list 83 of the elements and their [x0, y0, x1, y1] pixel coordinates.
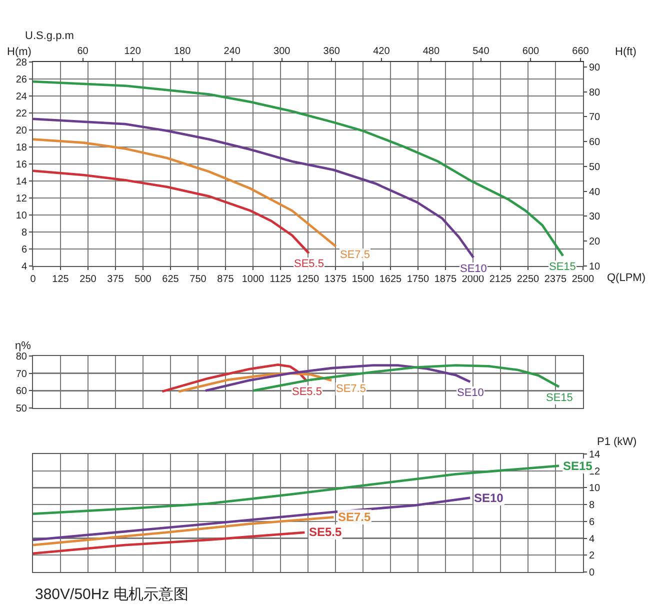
- x2-tick-label: 480: [422, 46, 440, 57]
- x-tick-label: 1125: [270, 274, 292, 285]
- y-tick-label: 0: [589, 568, 595, 578]
- x-tick-label: 1750: [406, 274, 430, 285]
- x2-tick-label: 120: [124, 46, 142, 57]
- x-tick-label: 2500: [572, 274, 595, 285]
- y-tick-label: 6: [589, 516, 595, 528]
- x-tick-label: 0: [30, 274, 36, 285]
- line-series: [33, 531, 306, 555]
- line-series: [33, 138, 338, 248]
- x-axis-title: Q(LPM): [607, 272, 646, 284]
- x-tick-label: 1000: [242, 274, 265, 285]
- y-tick-label: 12: [16, 194, 28, 204]
- text: 380V/50Hz 电机示意图: [35, 586, 188, 603]
- y2-tick-label: 30: [589, 212, 601, 223]
- series-label: SE10: [474, 491, 504, 505]
- y-tick-label: 18: [16, 142, 28, 154]
- x-tick-label: 2375: [544, 274, 568, 285]
- y-axis-title: H(m): [7, 46, 32, 58]
- x-tick-label: 1500: [352, 274, 375, 285]
- x2-axis-title: U.S.g.p.m: [25, 30, 74, 42]
- x-tick-label: 2125: [489, 274, 512, 285]
- y-tick-label: 20: [16, 126, 28, 136]
- x-tick-label: 1375: [324, 274, 348, 285]
- y-tick-label: 8: [589, 500, 595, 512]
- x-tick-label: 2000: [462, 274, 485, 285]
- y-tick-label: 14: [589, 450, 601, 460]
- x2-tick-label: 660: [572, 46, 590, 57]
- series-label: SE7.5: [336, 383, 366, 395]
- series-label: SE7.5: [340, 249, 370, 261]
- line-series: [33, 170, 310, 254]
- y-tick-label: 60: [16, 386, 28, 398]
- line-series: [33, 118, 475, 259]
- series-label: SE10: [460, 263, 487, 275]
- x2-tick-label: 60: [77, 46, 89, 57]
- series-label: SE15: [546, 392, 573, 404]
- x-tick-label: 2250: [516, 274, 540, 285]
- line-series: [33, 80, 564, 257]
- y-tick-label: 2: [589, 550, 595, 562]
- series-label: SE5.5: [292, 386, 322, 398]
- x-tick-label: 1250: [296, 274, 320, 285]
- y-tick-label: 10: [589, 483, 601, 494]
- y-tick-label: 14: [16, 176, 28, 188]
- y-tick-label: 8: [21, 228, 28, 238]
- x-tick-label: 750: [190, 274, 207, 285]
- y2-axis-title: H(ft): [615, 46, 636, 58]
- x-tick-label: 125: [52, 274, 70, 285]
- y-tick-label: 6: [21, 244, 28, 256]
- line-series: [33, 496, 472, 542]
- x-tick-label: 875: [217, 274, 234, 285]
- x-tick-label: 1625: [379, 274, 402, 285]
- y-tick-label: 22: [16, 108, 28, 120]
- y2-tick-label: 40: [589, 186, 601, 198]
- y-tick-label: 4: [21, 262, 28, 272]
- series-label: SE5.5: [294, 258, 324, 270]
- series-label: SE10: [457, 387, 484, 399]
- x-tick-label: 500: [134, 274, 152, 285]
- x2-tick-label: 180: [174, 46, 192, 57]
- y-tick-label: 10: [16, 210, 28, 222]
- series-label: SE7.5: [338, 510, 372, 524]
- y2-tick-label: 90: [589, 62, 601, 74]
- y-tick-label: 80: [16, 352, 28, 362]
- x2-tick-label: 420: [373, 46, 390, 57]
- x-tick-label: 625: [162, 274, 180, 285]
- y-tick-label: 70: [16, 368, 28, 380]
- x2-tick-label: 600: [522, 46, 540, 57]
- x2-tick-label: 360: [323, 46, 340, 57]
- y-axis-title: P1 (kW): [597, 436, 637, 448]
- x2-tick-label: 540: [472, 46, 490, 57]
- y-tick-label: 16: [16, 160, 28, 170]
- y-tick-label: 24: [16, 92, 28, 102]
- y-tick-label: 4: [589, 534, 595, 545]
- y-tick-label: 26: [16, 74, 28, 86]
- y-axis-title: η%: [15, 340, 32, 352]
- x-tick-label: 250: [80, 274, 97, 285]
- y-tick-label: 28: [16, 58, 28, 68]
- series-label: SE15: [549, 261, 576, 273]
- x-tick-label: 1875: [434, 274, 458, 285]
- x2-tick-label: 300: [274, 46, 291, 57]
- series-label: SE5.5: [309, 525, 342, 539]
- x2-tick-label: 240: [224, 46, 241, 57]
- y-tick-label: 50: [16, 404, 28, 414]
- x-tick-label: 375: [107, 274, 124, 285]
